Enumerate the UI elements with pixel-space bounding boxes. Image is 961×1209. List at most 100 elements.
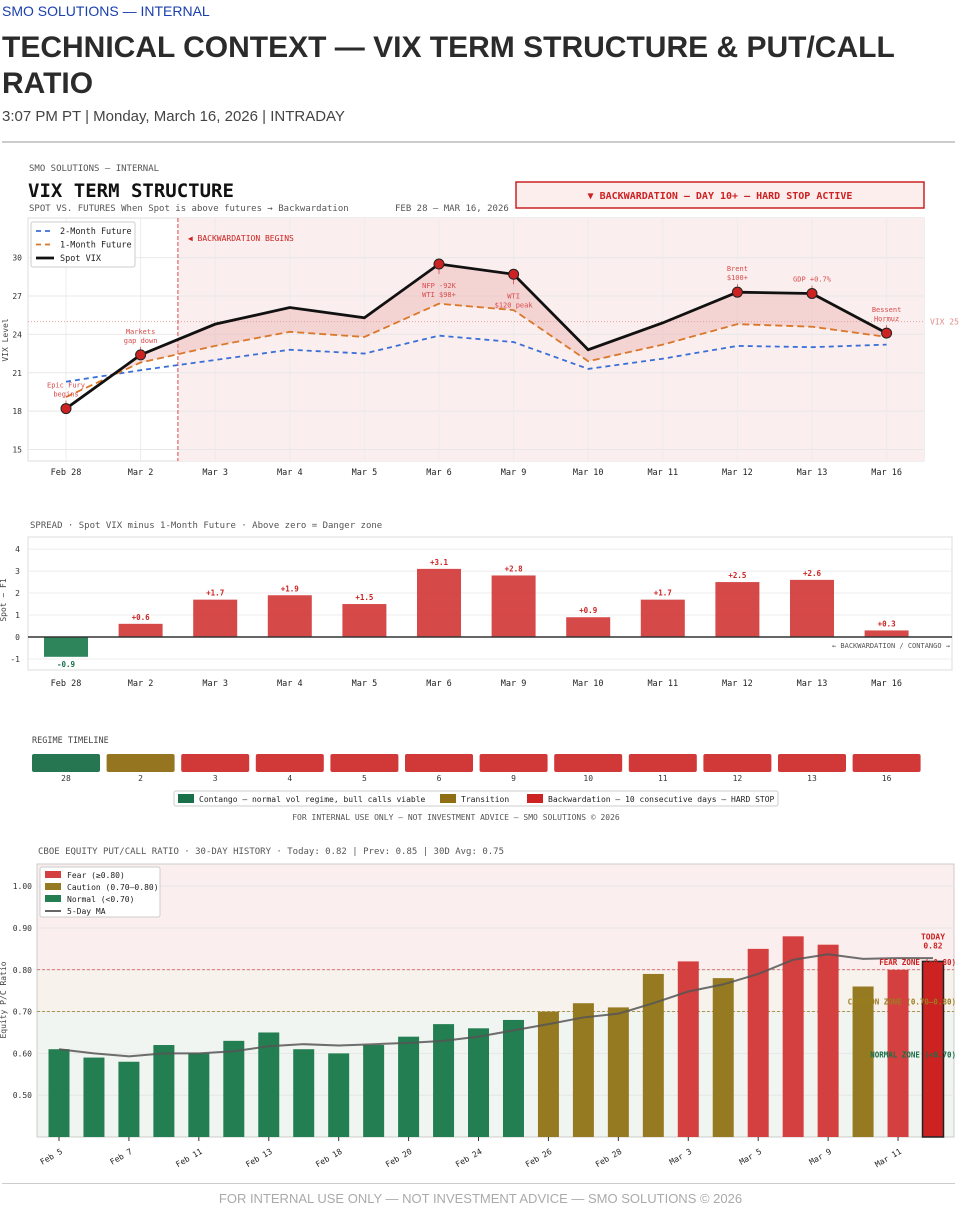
- legend-swatch: [45, 895, 61, 902]
- pc-bar: [48, 1049, 70, 1137]
- annotation-label: Markets: [126, 328, 156, 336]
- annotation-label: Brent: [727, 265, 748, 273]
- y-tick-label: 18: [12, 407, 22, 416]
- spread-value-label: +0.9: [579, 606, 598, 615]
- x-tick-label: Mar 9: [501, 679, 527, 689]
- hard-stop-banner-text: ▼ BACKWARDATION — DAY 10+ — HARD STOP AC…: [588, 191, 853, 202]
- pc-bar: [223, 1040, 245, 1137]
- event-marker: [135, 349, 147, 361]
- regime-day-label: 13: [807, 774, 817, 783]
- spread-value-label: +2.6: [803, 569, 822, 578]
- y-tick-label: 0.90: [13, 924, 32, 933]
- annotation-label: WTI $98+: [422, 291, 456, 299]
- x-tick-label: Feb 24: [454, 1147, 484, 1169]
- y-tick-label: 15: [12, 445, 22, 454]
- spread-fill: [110, 264, 887, 377]
- spread-value-label: +0.6: [132, 613, 151, 622]
- spread-value-label: +1.5: [355, 593, 373, 602]
- regime-cell: [32, 754, 100, 772]
- legend-swatch: [178, 794, 194, 803]
- header-divider: [2, 141, 955, 143]
- legend-label: Normal (<0.70): [67, 895, 134, 904]
- event-marker: [806, 287, 818, 299]
- legend-swatch: [45, 871, 61, 878]
- legend-swatch: [45, 883, 61, 890]
- pc-bar: [188, 1053, 210, 1137]
- y-tick-label: -1: [10, 655, 20, 664]
- spread-chart-title: SPREAD · Spot VIX minus 1-Month Future ·…: [30, 521, 382, 531]
- regime-day-label: 16: [882, 774, 892, 783]
- x-tick-label: Mar 11: [647, 468, 678, 478]
- vix-legend: 2-Month Future 1-Month Future Spot VIX: [30, 221, 136, 268]
- regime-cell: [479, 754, 548, 772]
- annotation-label: Epic Fury: [47, 382, 85, 390]
- spread-value-label: +1.7: [654, 589, 672, 598]
- x-tick-label: Mar 4: [277, 468, 303, 478]
- spread-bar: [566, 617, 611, 638]
- regime-day-label: 12: [733, 774, 743, 783]
- x-tick-label: Feb 18: [314, 1147, 344, 1169]
- brand-label: SMO SOLUTIONS — INTERNAL: [2, 3, 210, 19]
- regime-legend-box: [173, 790, 779, 807]
- pc-bar: [118, 1061, 140, 1137]
- legend-label: Contango — normal vol regime, bull calls…: [199, 795, 426, 804]
- y-tick-label: 1: [15, 611, 20, 620]
- x-tick-label: Mar 10: [573, 679, 604, 689]
- spread-value-label: +0.3: [878, 619, 897, 628]
- x-tick-label: Mar 4: [277, 679, 303, 689]
- y-tick-label: 0.50: [13, 1091, 32, 1100]
- regime-day-label: 2: [138, 774, 143, 783]
- regime-timeline-title: REGIME TIMELINE: [32, 736, 109, 746]
- regime-day-label: 10: [583, 774, 593, 783]
- pc-bar: [328, 1053, 350, 1137]
- spread-value-label: +2.8: [505, 564, 524, 573]
- annotation-label: NFP -92K: [422, 282, 457, 290]
- regime-cell: [554, 754, 623, 772]
- series-line-1-month-future: [65, 302, 887, 398]
- pc-bar: [258, 1032, 280, 1137]
- event-marker: [881, 327, 893, 339]
- legend-box: [30, 221, 136, 268]
- today-bar: [921, 960, 945, 1138]
- spread-bar: [417, 568, 461, 638]
- legend-box: [39, 866, 161, 918]
- spread-bar: [118, 623, 163, 638]
- x-tick-label: Mar 11: [647, 679, 678, 689]
- backwardation-begins-label: ◀ BACKWARDATION BEGINS: [188, 234, 294, 243]
- spread-bar: [267, 595, 312, 638]
- x-tick-label: Mar 9: [501, 468, 527, 478]
- spread-value-label: +3.1: [430, 558, 449, 567]
- x-tick-label: Mar 13: [797, 468, 828, 478]
- regime-day-label: 11: [658, 774, 668, 783]
- pc-bar: [677, 961, 699, 1137]
- annotation-label: Bessent: [872, 306, 902, 314]
- pc-bar: [537, 1011, 559, 1137]
- x-tick-label: Mar 5: [738, 1147, 764, 1167]
- x-tick-label: Feb 28: [51, 468, 82, 478]
- today-label: 0.82: [923, 941, 942, 950]
- legend-label: Spot VIX: [60, 254, 102, 264]
- regime-cell: [330, 754, 399, 772]
- y-tick-label: 21: [12, 369, 22, 378]
- y-tick-label: 0: [15, 633, 20, 642]
- x-tick-label: Mar 2: [128, 679, 154, 689]
- regime-day-label: 9: [511, 774, 516, 783]
- y-axis-label: VIX Level: [1, 318, 10, 362]
- series-line-spot-vix: [65, 262, 888, 410]
- regime-cell: [106, 754, 175, 772]
- pc-bar: [293, 1049, 315, 1137]
- legend-label: Transition: [461, 795, 509, 804]
- pc-bar: [433, 1024, 455, 1137]
- pc-bar: [817, 944, 839, 1137]
- zero-line-label: ← BACKWARDATION / CONTANGO →: [832, 642, 950, 650]
- spread-bar: [491, 575, 536, 638]
- y-tick-label: 3: [15, 567, 20, 576]
- x-tick-label: Mar 16: [871, 468, 902, 478]
- y-tick-label: 1.00: [13, 882, 32, 891]
- x-tick-label: Feb 26: [524, 1147, 554, 1169]
- y-tick-label: 0.70: [13, 1008, 32, 1017]
- legend-label: Fear (≥0.80): [67, 871, 125, 880]
- y-tick-label: 30: [12, 254, 22, 263]
- x-tick-label: Mar 11: [874, 1147, 904, 1169]
